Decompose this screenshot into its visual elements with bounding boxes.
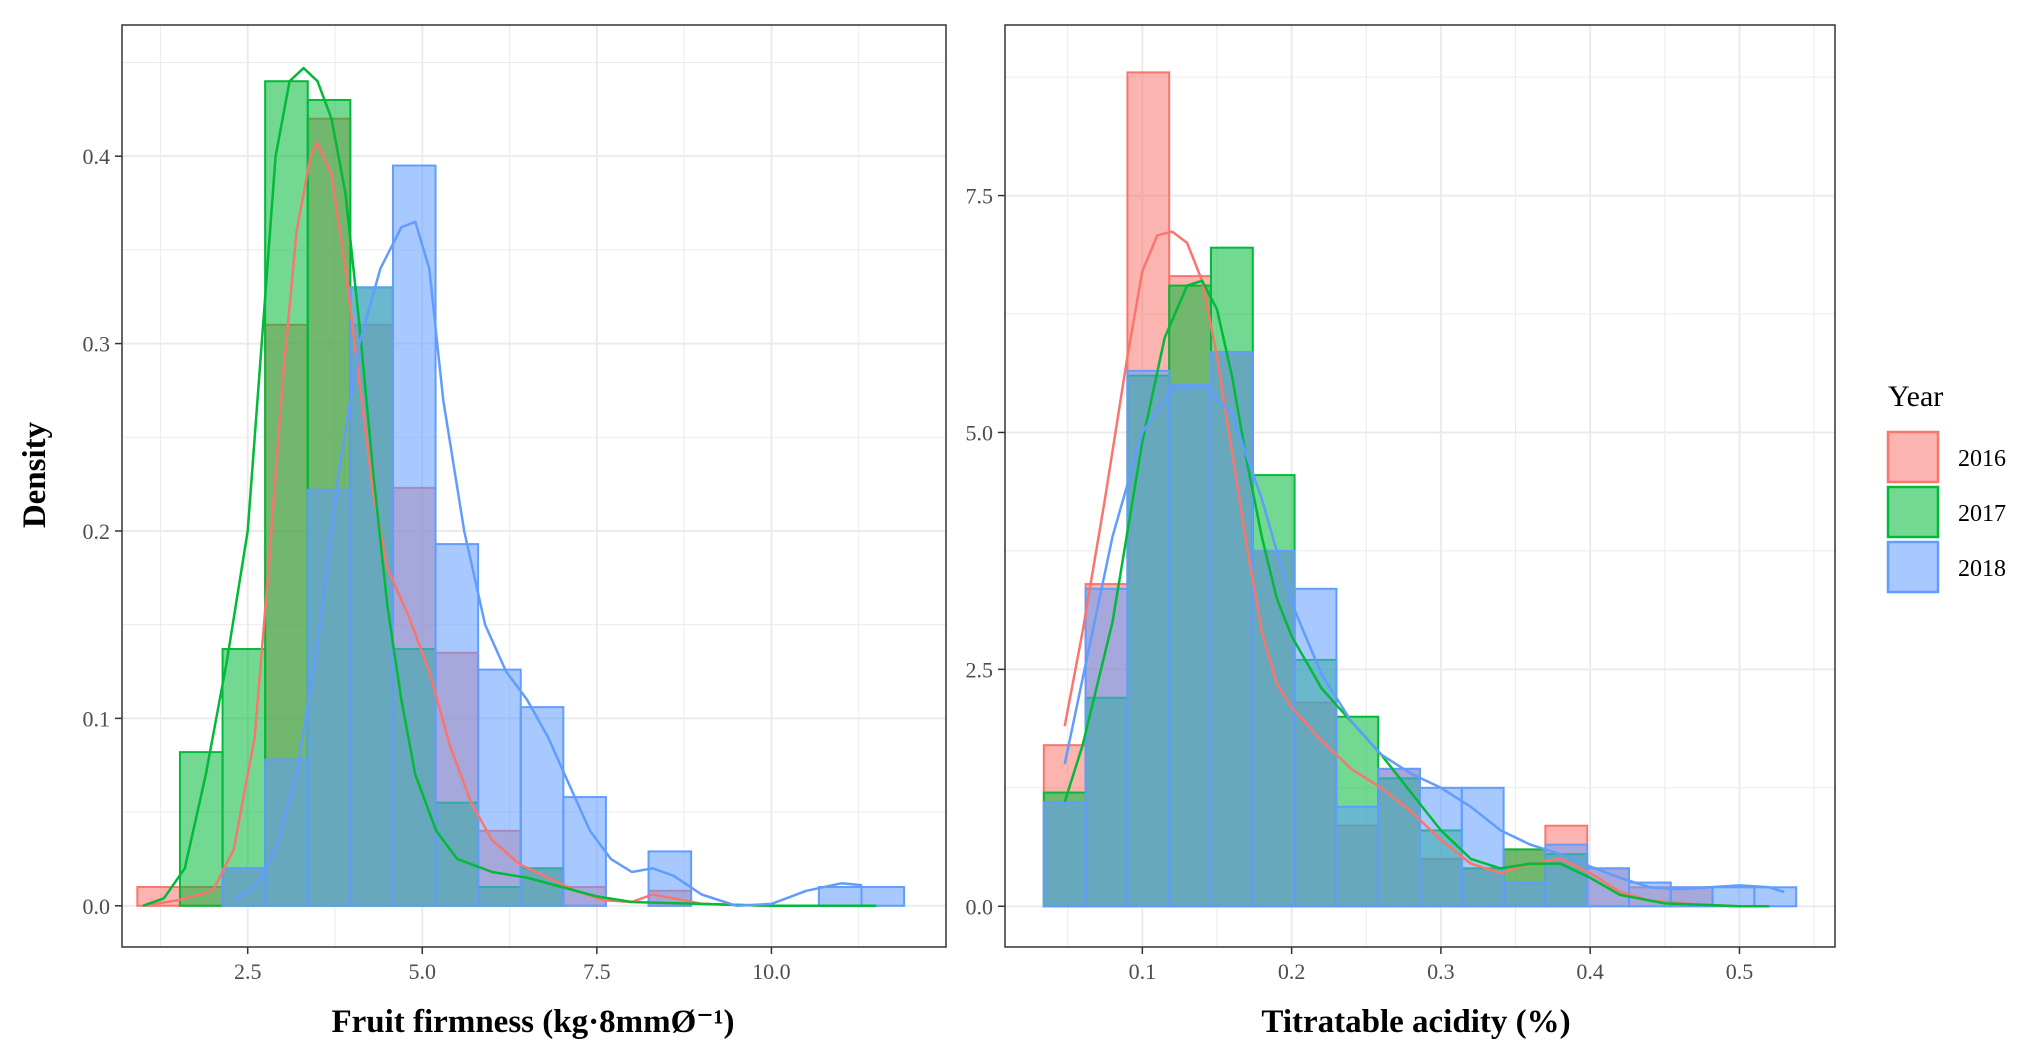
panel-fruit-firmness-density-lines	[142, 66, 877, 908]
x-tick-label: 7.5	[583, 959, 611, 984]
x-tick-label: 0.1	[1129, 959, 1157, 984]
y-tick-label: 7.5	[966, 184, 994, 209]
density-line-2018	[1063, 383, 1785, 894]
legend-item-2018: 2018	[1886, 540, 2006, 594]
panel-fruit-firmness-axes: 2.5 5.0 7.5 10.0 0.0 0.1 0.2 0.3 0.4	[83, 144, 791, 984]
histogram-bar-2018	[349, 286, 394, 907]
histogram-bar-2018	[391, 164, 437, 907]
histogram-bar-2018	[221, 867, 267, 907]
y-tick-label: 2.5	[966, 657, 994, 682]
histogram-bar-2018	[1460, 786, 1505, 908]
y-tick-label: 5.0	[966, 420, 994, 445]
y-tick-label: 0.0	[83, 894, 111, 919]
histogram-bar-2018	[519, 706, 565, 907]
x-tick-label: 0.5	[1726, 959, 1754, 984]
legend-key-2018	[1886, 540, 1940, 594]
legend-items: 2016 2017 2018	[1886, 430, 2006, 594]
panel-titratable-acidity-axes: 0.1 0.2 0.3 0.4 0.5 0.0 2.5 5.0 7.5	[966, 184, 1754, 984]
histogram-bar-2018	[1126, 369, 1171, 908]
histogram-bar-2018	[817, 886, 863, 907]
legend-item-2016: 2016	[1886, 430, 2006, 484]
y-tick-label: 0.2	[83, 519, 111, 544]
density-line-2016	[1063, 230, 1740, 908]
legend-label: 2016	[1958, 446, 2006, 472]
panel-titratable-acidity: 0.1 0.2 0.3 0.4 0.5 0.0 2.5 5.0 7.5 Titratable a…	[966, 24, 1836, 1040]
y-tick-label: 0.1	[83, 706, 111, 731]
x-axis-title: Fruit firmness (kg·8mmØ⁻¹)	[331, 1004, 734, 1040]
x-tick-label: 0.2	[1278, 959, 1306, 984]
panel-fruit-firmness-frame	[121, 24, 947, 948]
x-tick-label: 10.0	[752, 959, 791, 984]
histogram-bar-2018	[1419, 786, 1463, 908]
histogram-bar-2018	[1210, 350, 1254, 908]
legend: Year 2016 2017 2018	[1886, 380, 2006, 594]
y-tick-label: 0.4	[83, 144, 111, 169]
x-tick-label: 5.0	[409, 959, 437, 984]
legend-title: Year	[1888, 380, 1943, 413]
panel-fruit-firmness: 2.5 5.0 7.5 10.0 0.0 0.1 0.2 0.3 0.4 Fruit firmn…	[17, 24, 947, 1040]
histogram-bar-2018	[477, 668, 522, 907]
x-tick-label: 0.3	[1427, 959, 1455, 984]
histogram-bar-2018	[1544, 843, 1589, 908]
x-axis-title: Titratable acidity (%)	[1261, 1004, 1570, 1040]
histogram-bar-2018	[434, 543, 480, 907]
histogram-bar-2018	[860, 886, 906, 907]
density-line-2016	[142, 141, 842, 908]
histogram-bar-2018	[1753, 886, 1798, 908]
histogram-bar-2018	[1251, 549, 1296, 908]
x-tick-label: 0.4	[1576, 959, 1604, 984]
legend-key-2017	[1886, 485, 1940, 539]
y-axis-title: Density	[17, 421, 53, 528]
legend-key-2016	[1886, 430, 1940, 484]
legend-label: 2017	[1958, 501, 2006, 527]
density-line-2017	[1063, 279, 1770, 908]
legend-item-2017: 2017	[1886, 485, 2006, 539]
panel-titratable-acidity-density-lines	[1063, 230, 1785, 908]
histogram-bar-2018	[306, 488, 352, 907]
y-tick-label: 0.0	[966, 894, 994, 919]
panel-titratable-acidity-frame	[1004, 24, 1836, 948]
density-line-2018	[233, 220, 863, 908]
x-tick-label: 2.5	[234, 959, 262, 984]
histogram-bar-2018	[1711, 886, 1756, 908]
histogram-bar-2018	[1293, 587, 1338, 908]
y-tick-label: 0.3	[83, 332, 111, 357]
panel-fruit-firmness-bars	[136, 80, 906, 907]
panel-titratable-acidity-bars	[1042, 71, 1798, 908]
histogram-bar-2018	[1042, 801, 1087, 908]
histogram-bar-2018	[1168, 384, 1213, 908]
histogram-bar-2018	[1335, 805, 1380, 908]
legend-label: 2018	[1958, 556, 2006, 582]
histogram-bar-2018	[1502, 881, 1547, 908]
density-line-2017	[142, 66, 877, 908]
histogram-bar-2018	[264, 758, 309, 907]
